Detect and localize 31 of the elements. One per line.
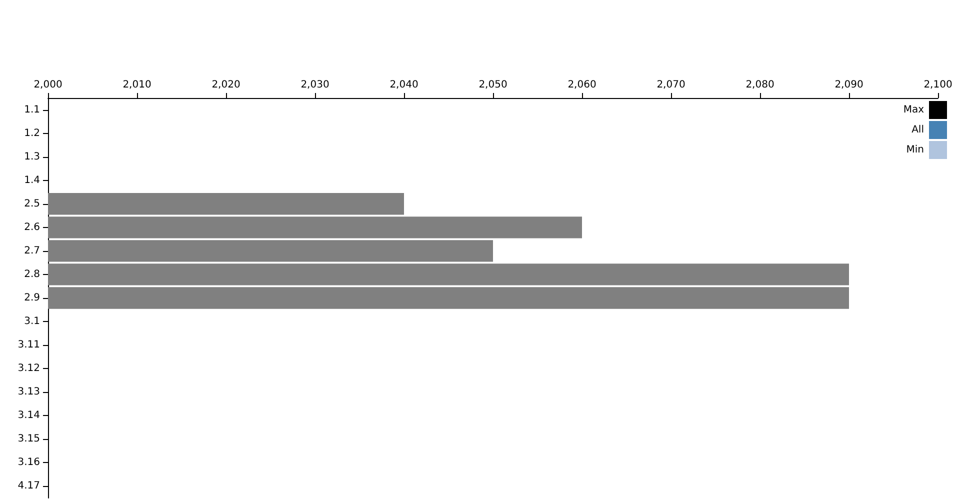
- y-tick-label: 3.16: [18, 457, 40, 468]
- x-tick-label: 2,030: [300, 80, 330, 90]
- legend-label: Min: [906, 144, 924, 156]
- x-tick-label: 2,070: [656, 80, 686, 90]
- x-tick-label: 2,020: [212, 80, 240, 90]
- x-tick-label: 2,080: [746, 80, 774, 90]
- y-tick-label: 3.1: [24, 316, 40, 328]
- y-tick-label: 2.9: [24, 292, 40, 304]
- y-tick-label: 4.17: [18, 480, 40, 492]
- y-tick-label: 1.4: [24, 174, 40, 186]
- x-tick-label: 2,010: [122, 80, 152, 90]
- y-tick-label: 3.12: [18, 363, 40, 374]
- y-tick-label: 2.8: [24, 268, 40, 280]
- y-tick-label: 3.15: [18, 434, 40, 445]
- x-tick-label: 2,040: [390, 80, 418, 90]
- y-tick-label: 3.13: [18, 386, 40, 398]
- y-tick-label: 3.14: [18, 410, 40, 422]
- x-tick-label: 2,060: [568, 80, 596, 90]
- x-tick-label: 2,000: [34, 80, 62, 90]
- y-tick-label: 3.11: [18, 340, 40, 351]
- x-tick-label: 2,090: [834, 80, 864, 90]
- x-tick-label: 2,100: [924, 80, 952, 90]
- x-tick-label: 2,050: [478, 80, 508, 90]
- y-tick-label: 1.2: [24, 128, 40, 139]
- y-tick-label: 2.7: [24, 245, 40, 256]
- y-tick-label: 1.3: [24, 151, 40, 162]
- y-tick-label: 2.5: [24, 198, 40, 210]
- y-tick-label: 1.1: [24, 104, 40, 116]
- legend-label: Max: [903, 104, 924, 116]
- y-tick-label: 2.6: [24, 222, 40, 233]
- legend-label: All: [912, 124, 924, 136]
